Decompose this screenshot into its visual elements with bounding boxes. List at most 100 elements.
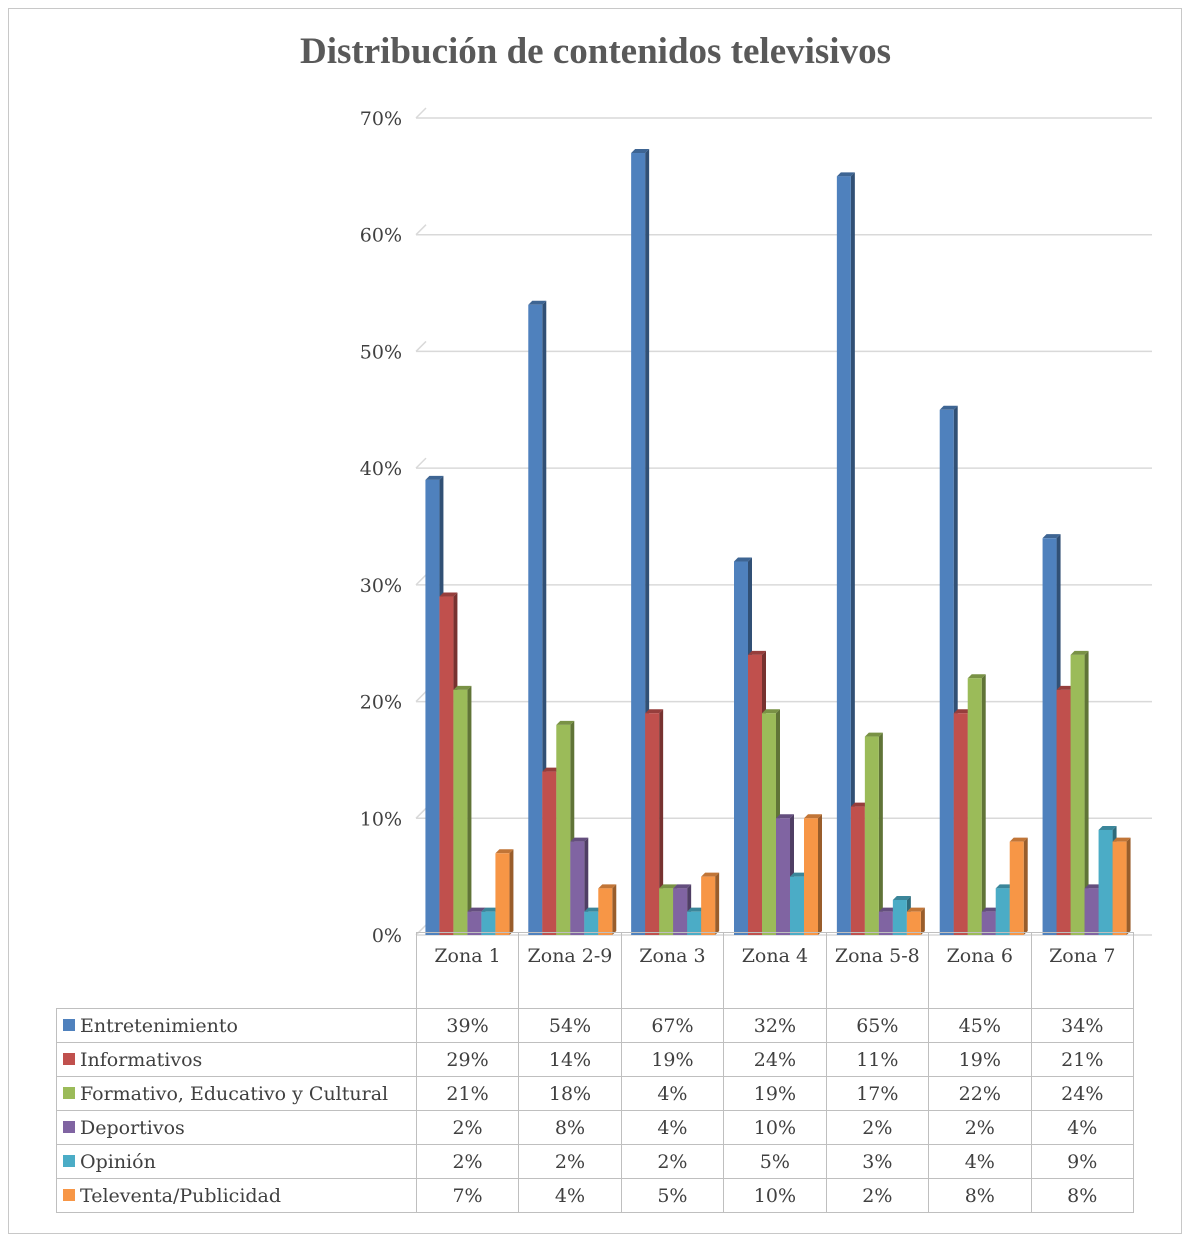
bar-front <box>481 911 496 935</box>
bar <box>495 849 514 935</box>
bar-top <box>467 907 486 912</box>
bar-front <box>467 911 482 935</box>
bar-front <box>804 818 818 935</box>
table-corner <box>57 933 417 1009</box>
data-table: Zona 1 Zona 2-9 Zona 3 Zona 4 Zona 5-8 Zona 6… <box>56 932 1135 1213</box>
bar-front <box>1056 689 1071 935</box>
bar-top <box>1042 534 1061 539</box>
bar <box>967 674 986 935</box>
data-label: 8% <box>518 1110 622 1145</box>
bar-side <box>1084 650 1089 935</box>
data-label: 19% <box>723 1076 827 1111</box>
bar-top <box>528 300 547 305</box>
bar-top <box>1084 884 1103 889</box>
bar <box>598 884 617 935</box>
bar-top <box>701 872 720 877</box>
data-label: 4% <box>928 1144 1032 1179</box>
bar-top <box>1112 837 1131 842</box>
y-tick-label: 0% <box>372 925 402 947</box>
bar-top <box>967 674 986 679</box>
bar-front <box>542 771 557 935</box>
table-row: Entretenimiento 39% 54% 67% 32% 65% 45% 34% <box>56 1008 1135 1043</box>
bar-side <box>850 172 855 935</box>
bar-top <box>1056 685 1075 690</box>
bar-top <box>953 709 972 714</box>
data-label: 24% <box>1030 1076 1135 1111</box>
bar-front <box>425 479 440 935</box>
bar-top <box>542 767 561 772</box>
chart-frame <box>8 8 1182 1234</box>
data-label: 39% <box>415 1008 520 1043</box>
data-label: 2% <box>620 1144 725 1179</box>
bar-top <box>776 814 794 819</box>
category-label: Zona 5-8 <box>825 932 930 1009</box>
y-tick-label: 30% <box>360 575 402 597</box>
bar-top <box>906 907 925 912</box>
bar-side <box>920 907 925 935</box>
bar-front <box>439 596 454 935</box>
bar-front <box>878 911 893 935</box>
bar-front <box>528 304 543 935</box>
series-name: Entretenimiento <box>80 1014 238 1037</box>
bar-top <box>804 814 822 819</box>
y-tick-label: 10% <box>360 808 402 830</box>
y-tick-label: 60% <box>360 225 402 247</box>
bar-front <box>687 911 702 935</box>
data-label: 2% <box>825 1178 930 1213</box>
gridline-depth <box>415 224 427 236</box>
gridline-depth <box>415 457 427 469</box>
category-label: Zona 6 <box>928 932 1032 1009</box>
series-name: Formativo, Educativo y Cultural <box>80 1082 389 1105</box>
legend-swatch <box>63 1086 75 1099</box>
bar-front <box>748 654 762 935</box>
bar <box>1070 650 1089 935</box>
bar-side <box>659 709 664 935</box>
data-label: 10% <box>723 1110 827 1145</box>
bar-top <box>570 837 589 842</box>
legend-entry: Opinión <box>56 1144 417 1179</box>
series-name: Deportivos <box>80 1116 185 1139</box>
y-tick-label: 20% <box>360 692 402 714</box>
bar <box>645 709 664 935</box>
series-name: Informativos <box>80 1048 203 1071</box>
bar-top <box>481 907 500 912</box>
data-label: 19% <box>620 1042 725 1077</box>
bar-top <box>734 557 752 562</box>
data-label: 2% <box>415 1110 520 1145</box>
bar-front <box>734 561 748 935</box>
bar-top <box>892 895 911 900</box>
data-label: 34% <box>1030 1008 1135 1043</box>
bar <box>864 732 883 935</box>
table-header-row: Zona 1 Zona 2-9 Zona 3 Zona 4 Zona 5-8 Zona 6… <box>57 932 1135 1009</box>
data-label: 65% <box>825 1008 930 1043</box>
data-label: 11% <box>825 1042 930 1077</box>
data-label: 18% <box>518 1076 622 1111</box>
gridline-depth <box>415 807 427 819</box>
bar-top <box>631 149 650 154</box>
bar <box>1112 837 1131 935</box>
data-label: 7% <box>415 1178 520 1213</box>
data-label: 4% <box>620 1110 725 1145</box>
data-label: 22% <box>928 1076 1032 1111</box>
bar-front <box>1070 654 1085 935</box>
bar-front <box>776 818 790 935</box>
data-label: 4% <box>620 1076 725 1111</box>
data-label: 24% <box>723 1042 827 1077</box>
bar <box>906 907 925 935</box>
bar-front <box>495 853 510 935</box>
data-label: 2% <box>928 1110 1032 1145</box>
bar-front <box>1009 841 1024 935</box>
bar-front <box>584 911 599 935</box>
bar-front <box>570 841 585 935</box>
gridline-depth <box>415 340 427 352</box>
data-label: 3% <box>825 1144 930 1179</box>
data-label: 54% <box>518 1008 622 1043</box>
bar-top <box>687 907 706 912</box>
bar-front <box>598 888 613 935</box>
bar-front <box>864 736 879 935</box>
bar-top <box>453 685 472 690</box>
bar-front <box>836 176 851 935</box>
bar-front <box>673 888 688 935</box>
bar-front <box>762 713 776 935</box>
